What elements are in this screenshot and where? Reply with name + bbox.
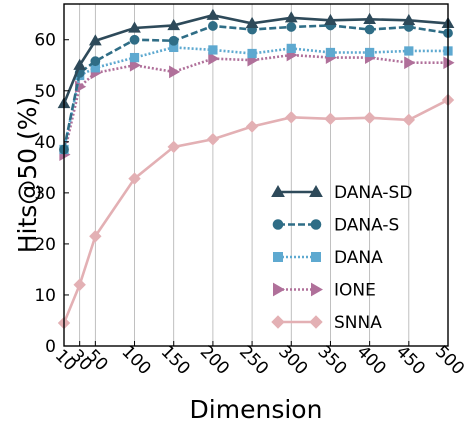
point-dana-250: [247, 48, 257, 59]
legend-marker-dana-s-end: [310, 219, 322, 230]
y-tick-label-50: 50: [34, 82, 56, 102]
series-line-dana: [62, 46, 448, 150]
point-dana-s-100: [129, 34, 140, 45]
point-ione-200: [208, 52, 220, 65]
point-dana-sd-150: [167, 18, 181, 31]
point-dana-s-400: [364, 24, 375, 35]
series-dana-s: [59, 20, 453, 155]
point-snna-350: [324, 112, 337, 126]
legend-entry-dana: DANA: [273, 248, 383, 268]
legend-entry-snna: SNNA: [271, 313, 382, 333]
series-dana-sd: [57, 8, 455, 109]
series-layer: [57, 8, 455, 330]
point-dana-sd-300: [284, 11, 298, 23]
point-dana-sd-400: [363, 12, 376, 24]
series-line-dana-s: [62, 24, 449, 150]
legend-entry-dana-s: DANA-S: [272, 216, 399, 236]
x-tick-label-50: 50: [82, 346, 111, 375]
point-dana-sd-50: [88, 34, 102, 46]
point-snna-50: [89, 230, 102, 243]
legend-marker-dana-s-start: [272, 219, 284, 230]
point-snna-200: [206, 133, 220, 146]
legend-entry-dana-sd: DANA-SD: [271, 183, 412, 203]
point-dana-sd-100: [128, 21, 141, 33]
point-snna-100: [128, 172, 141, 185]
legend-marker-dana-end: [311, 252, 321, 262]
point-dana-s-200: [207, 21, 218, 31]
point-snna-400: [363, 111, 376, 125]
point-ione-150: [169, 65, 181, 79]
x-tick-label-450: 450: [392, 342, 429, 379]
point-ione-100: [129, 58, 142, 72]
x-tick-label-150: 150: [157, 342, 194, 379]
legend-entry-ione: IONE: [273, 281, 376, 301]
y-axis-title: Hits@50 (%): [13, 97, 42, 254]
point-dana-450: [404, 46, 414, 56]
y-tick-label-40: 40: [34, 133, 56, 153]
legend-marker-ione-start: [273, 282, 286, 297]
point-dana-sd-450: [402, 13, 416, 25]
series-ione: [59, 48, 455, 161]
series-line-ione: [62, 53, 448, 155]
point-dana-100: [129, 52, 140, 63]
point-dana-s-50: [90, 56, 101, 67]
x-tick-label-400: 400: [353, 342, 390, 379]
legend-marker-ione-end: [311, 282, 324, 297]
x-axis-title: Dimension: [190, 395, 323, 424]
plot-frame: [63, 3, 449, 347]
x-tick-label-100: 100: [118, 342, 155, 379]
y-tick-label-0: 0: [45, 337, 56, 357]
legend-label-snna: SNNA: [334, 313, 382, 333]
point-dana-sd-30: [73, 58, 87, 70]
legend-label-dana: DANA: [334, 248, 383, 268]
x-tick-label-200: 200: [196, 342, 233, 379]
point-dana-sd-200: [206, 8, 220, 20]
legend-label-dana-sd: DANA-SD: [334, 183, 412, 203]
point-dana-sd-350: [324, 13, 337, 25]
legend: DANA-SD DANA-S DANA IONE SNNA: [271, 183, 412, 333]
y-tick-label-60: 60: [34, 31, 56, 51]
point-snna-300: [285, 111, 298, 124]
legend-marker-dana-start: [273, 252, 283, 262]
y-tick-label-10: 10: [34, 286, 56, 306]
x-tick-label-500: 500: [431, 342, 468, 379]
y-tick-label-20: 20: [34, 235, 56, 255]
legend-label-ione: IONE: [334, 281, 376, 301]
point-snna-30: [73, 278, 86, 291]
legend-label-dana-s: DANA-S: [334, 216, 399, 236]
point-snna-150: [167, 140, 180, 154]
y-tick-label-30: 30: [34, 184, 56, 204]
point-snna-450: [402, 113, 416, 127]
series-snna: [57, 93, 455, 330]
series-line-snna: [62, 98, 449, 324]
point-dana-300: [286, 43, 296, 54]
point-dana-sd-250: [245, 16, 259, 29]
point-dana-350: [325, 47, 336, 58]
x-tick-label-350: 350: [313, 342, 350, 379]
legend-marker-dana-sd-start: [271, 184, 285, 197]
point-dana-s-300: [286, 22, 297, 32]
point-dana-200: [208, 45, 218, 55]
legend-marker-snna-end: [309, 315, 323, 329]
x-tick-label-300: 300: [274, 342, 311, 379]
x-tick-label-250: 250: [235, 342, 272, 379]
point-snna-250: [245, 120, 259, 133]
point-ione-450: [404, 56, 416, 70]
point-dana-s-150: [168, 35, 179, 46]
legend-marker-dana-sd-end: [309, 184, 323, 197]
point-dana-400: [365, 47, 375, 58]
legend-marker-snna-start: [271, 315, 285, 329]
